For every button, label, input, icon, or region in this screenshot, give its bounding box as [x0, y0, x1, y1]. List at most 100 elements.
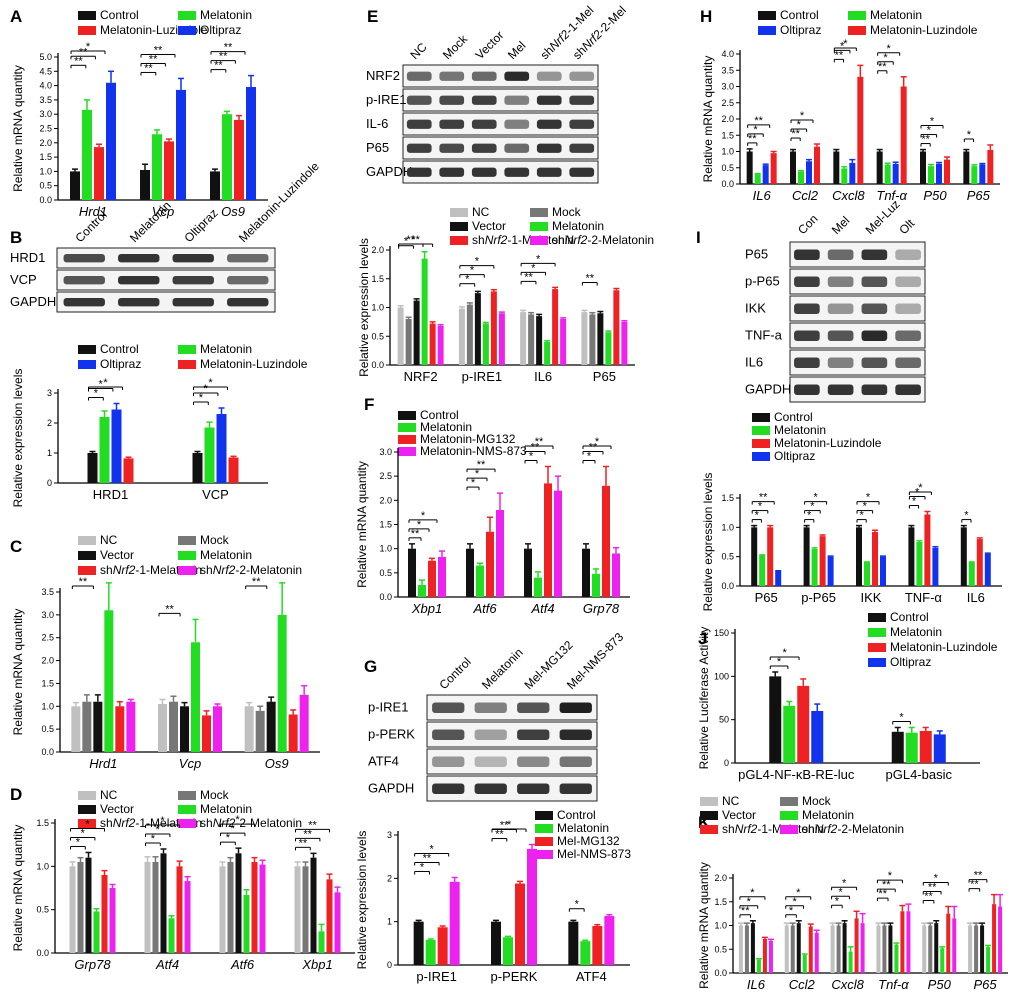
bar — [916, 542, 923, 586]
y-axis-label: Relative expression levels — [701, 473, 715, 612]
blot-band — [827, 249, 854, 260]
legend-label: Melatonin-Luzindole — [890, 640, 998, 654]
blot-row-label: TNF-a — [745, 328, 783, 343]
bar — [597, 313, 604, 365]
y-tick-label: 0.5 — [39, 181, 52, 191]
bar — [294, 866, 301, 953]
significance-mark: * — [529, 451, 534, 463]
x-tick-label: VCP — [202, 487, 229, 502]
bar — [216, 414, 227, 483]
y-tick-label: 2.5 — [41, 633, 54, 643]
y-tick-label: 1 — [47, 448, 52, 458]
bar — [790, 925, 795, 973]
legend-swatch — [868, 643, 886, 652]
significance-mark: * — [226, 832, 231, 844]
bar — [905, 732, 918, 763]
bar — [811, 711, 824, 763]
legend-swatch — [848, 26, 866, 35]
bar — [806, 161, 812, 184]
significance-mark: * — [840, 40, 845, 52]
lane-label: NC — [407, 40, 429, 62]
y-tick-label: 0.0 — [36, 948, 49, 958]
x-tick-label: TNF-α — [905, 590, 943, 605]
bar — [746, 151, 753, 184]
blot-strip — [56, 247, 276, 269]
legend-swatch — [78, 345, 96, 354]
significance-mark: * — [85, 818, 90, 830]
legend-label: Melatonin-MG132 — [420, 432, 516, 446]
legend-label: NC — [722, 794, 740, 808]
significance-mark: * — [835, 895, 840, 907]
legend-label: Melatonin — [774, 423, 826, 437]
bar — [299, 694, 309, 752]
y-tick-label: 2.0 — [714, 873, 727, 883]
bar — [864, 562, 870, 586]
y-tick-label: 2.0 — [721, 114, 734, 124]
bar — [908, 527, 915, 586]
x-tick-label: p-PERK — [491, 969, 538, 984]
significance-mark: * — [883, 52, 888, 64]
bar — [536, 316, 543, 365]
chart-j: J ControlMelatoninMelatonin-LuzindoleOlti… — [697, 610, 998, 782]
bar — [277, 614, 287, 752]
blot-band — [172, 276, 214, 285]
bar — [85, 857, 92, 953]
legend-swatch — [78, 551, 96, 560]
legend-swatch — [178, 11, 196, 20]
lane-label: Control — [436, 655, 473, 692]
y-tick-label: 2.5 — [721, 98, 734, 108]
legend-label: shNrf2-2-Melatonin — [552, 233, 654, 247]
legend-swatch — [530, 208, 548, 217]
bar — [82, 701, 92, 752]
significance-mark: * — [755, 510, 760, 522]
blot-band — [471, 143, 497, 153]
bar — [115, 706, 125, 752]
y-tick-label: 3 — [47, 388, 52, 398]
y-tick-label: 2.0 — [371, 245, 384, 255]
significance-mark: * — [747, 896, 752, 908]
bar — [968, 562, 975, 586]
bar — [534, 577, 542, 597]
x-tick-label: Os9 — [221, 204, 245, 219]
bar — [101, 875, 108, 953]
bar — [580, 941, 591, 965]
blot-band — [118, 276, 160, 285]
y-tick-label: 1 — [387, 917, 392, 927]
x-tick-label: p-IRE1 — [462, 369, 502, 384]
y-tick-label: 4.0 — [721, 49, 734, 59]
significance-mark: * — [595, 436, 600, 448]
significance-mark: ** — [924, 891, 933, 903]
panel-label: I — [696, 228, 701, 247]
legend-swatch — [535, 811, 553, 820]
legend-label: Melatonin — [200, 8, 252, 22]
blot-band — [536, 143, 562, 153]
chart-e: NC Mock Vector MelatoninshNrf2-1-Melatonins… — [357, 205, 654, 384]
legend-swatch — [780, 825, 798, 834]
bar — [589, 314, 596, 365]
legend-swatch — [752, 439, 770, 448]
bar — [976, 539, 983, 586]
legend-swatch — [178, 566, 196, 575]
y-axis-label: Relative expression levels — [11, 369, 25, 508]
blot-band — [559, 783, 592, 794]
blot-row-label: GAPDH — [10, 294, 56, 309]
panel-label: D — [10, 785, 22, 804]
bar — [99, 417, 110, 483]
blot-band — [471, 119, 497, 129]
significance-mark: * — [430, 843, 435, 855]
y-tick-label: 1.0 — [36, 861, 49, 871]
bar — [750, 923, 755, 973]
legend-label: Mock — [200, 533, 230, 547]
y-tick-label: 0 — [724, 758, 729, 768]
bar — [466, 304, 473, 365]
bar — [413, 300, 420, 365]
bar — [515, 883, 525, 965]
bar — [476, 565, 484, 597]
bar — [210, 171, 220, 200]
blot-band — [559, 702, 592, 713]
legend-label: Melatonin — [200, 342, 252, 356]
legend-label: Melatonin-Luzindole — [870, 23, 978, 37]
significance-mark: * — [750, 887, 755, 899]
bar — [184, 881, 191, 953]
bar — [770, 153, 777, 184]
